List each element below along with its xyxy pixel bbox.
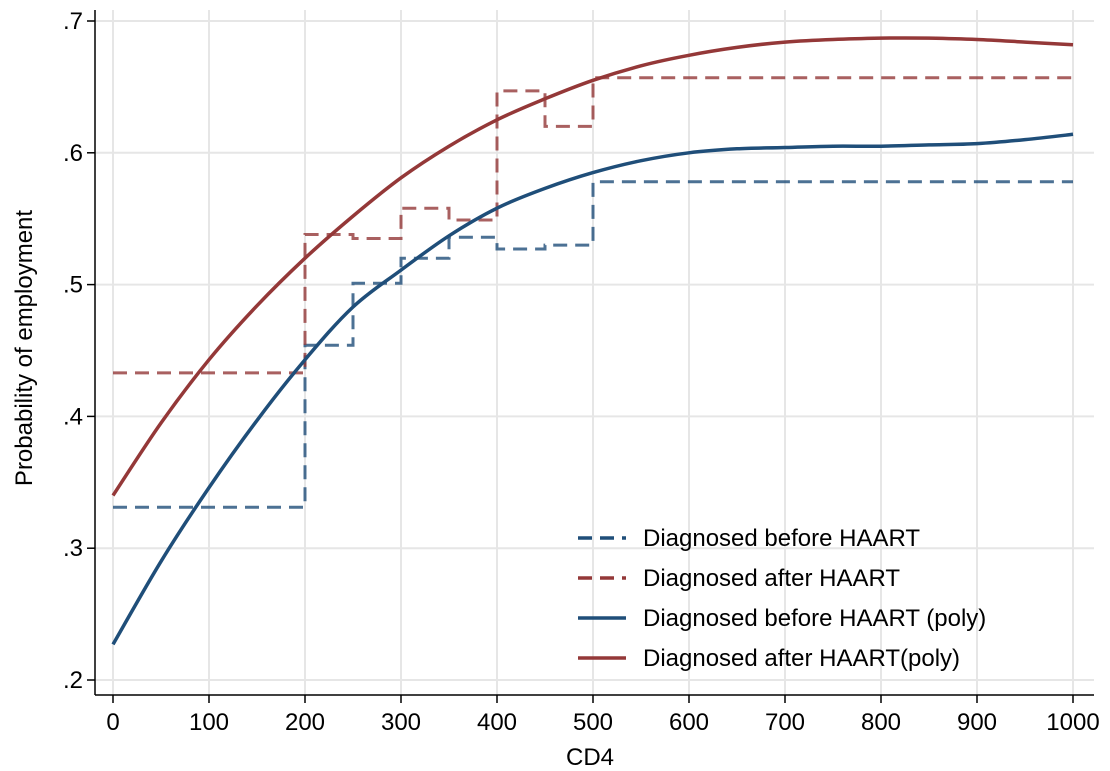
x-tick-label: 600: [669, 709, 709, 736]
ticks: 0 100 200 300 400 500 600 700 800 900 1000 .2 .3 .4 .5…: [63, 8, 1100, 736]
y-axis-title: Probability of employment: [11, 210, 38, 486]
legend: Diagnosed before HAART Diagnosed after HA…: [578, 525, 986, 672]
x-tick-label: 200: [285, 709, 325, 736]
legend-label: Diagnosed after HAART(poly): [643, 645, 960, 672]
y-tick-label: .4: [63, 403, 83, 430]
x-tick-label: 800: [861, 709, 901, 736]
x-tick-label: 1000: [1046, 709, 1099, 736]
y-tick-label: .5: [63, 272, 83, 299]
legend-label: Diagnosed after HAART: [643, 565, 900, 592]
axes: [94, 10, 1094, 696]
x-axis-title: CD4: [566, 744, 614, 771]
x-tick-label: 0: [106, 709, 119, 736]
x-tick-label: 700: [765, 709, 805, 736]
series-line-diagnosed-before-haart-poly: [111, 132, 1074, 646]
grid: [95, 10, 1094, 695]
legend-label: Diagnosed before HAART: [643, 525, 920, 552]
series-layer: [111, 36, 1074, 646]
x-tick-label: 400: [477, 709, 517, 736]
y-tick-label: .6: [63, 140, 83, 167]
x-tick-label: 500: [573, 709, 613, 736]
y-tick-label: .2: [63, 667, 83, 694]
x-tick-label: 100: [189, 709, 229, 736]
series-line-diagnosed-before-haart: [113, 180, 1073, 509]
y-tick-label: .7: [63, 8, 83, 35]
series-line-diagnosed-after-haart-poly: [111, 36, 1074, 497]
x-tick-label: 900: [957, 709, 997, 736]
x-tick-label: 300: [381, 709, 421, 736]
legend-label: Diagnosed before HAART (poly): [643, 605, 986, 632]
y-tick-label: .3: [63, 535, 83, 562]
